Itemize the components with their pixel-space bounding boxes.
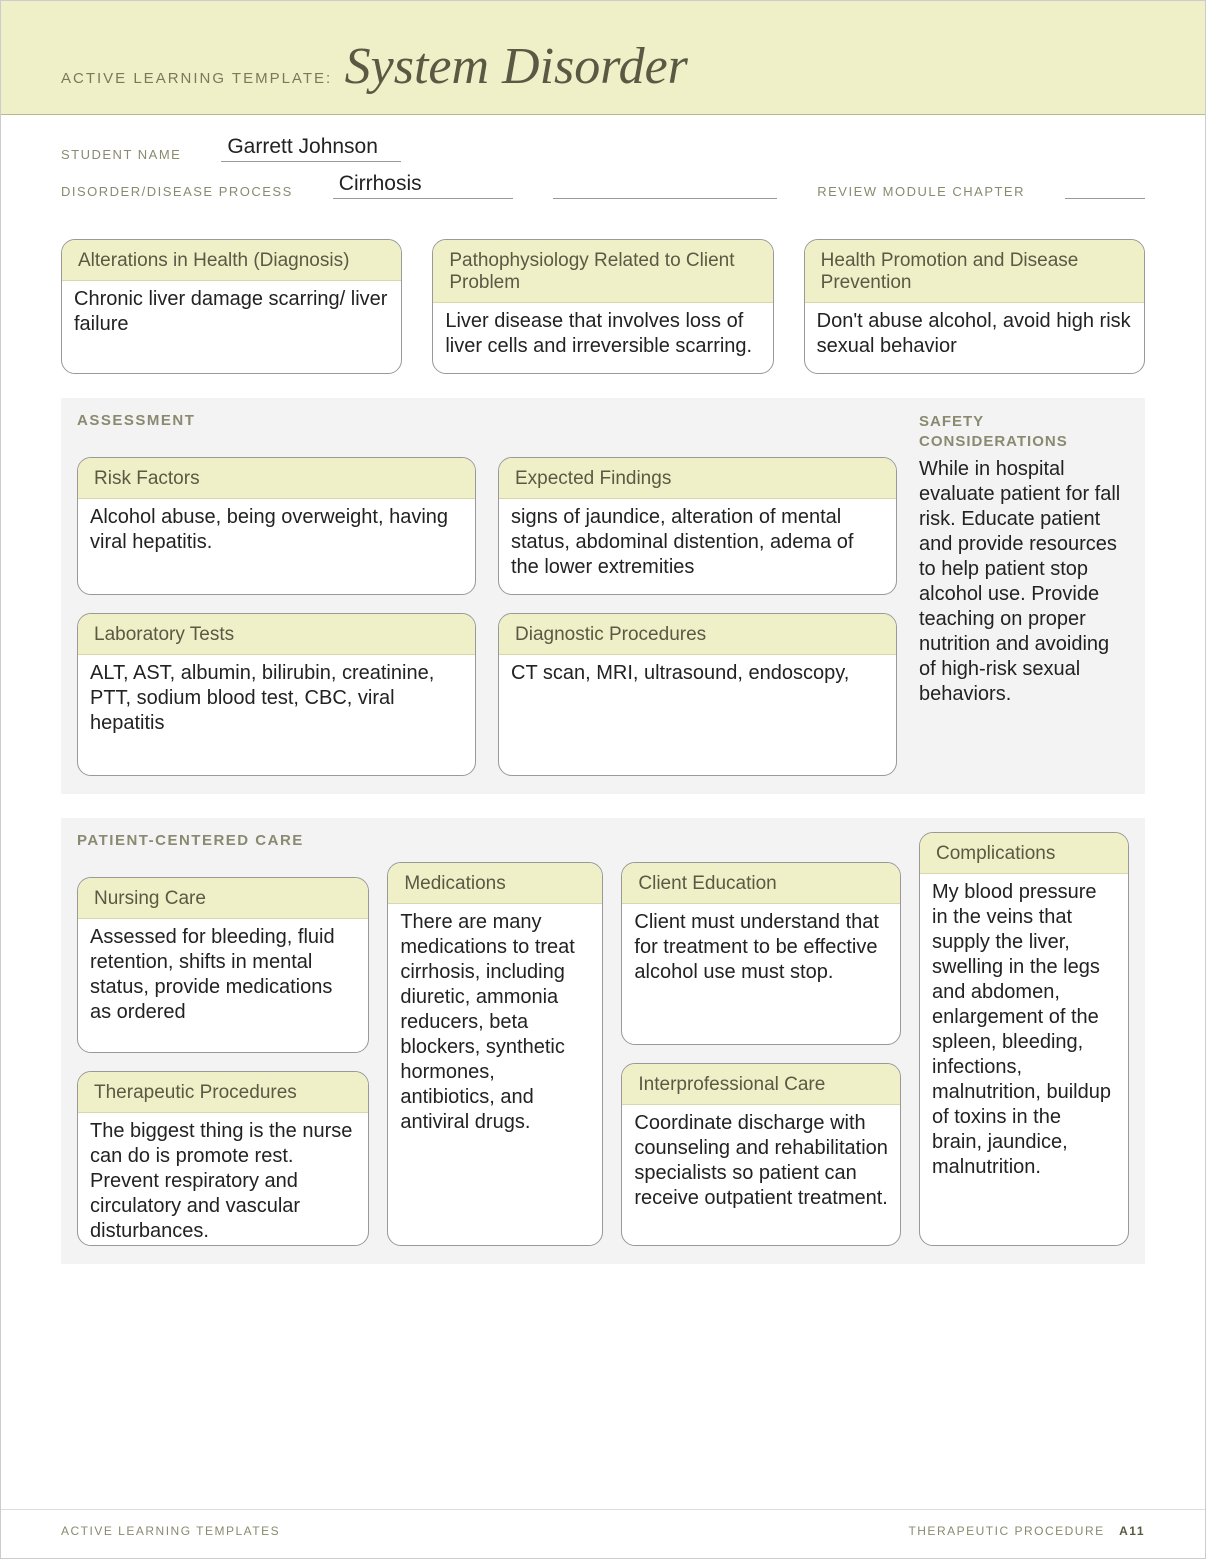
student-label: STUDENT NAME xyxy=(61,147,181,162)
card-medications: Medications There are many medications t… xyxy=(387,862,603,1246)
card-complications: Complications My blood pressure in the v… xyxy=(919,832,1129,1246)
patient-care-section: PATIENT-CENTERED CARE Nursing Care Asses… xyxy=(61,818,1145,1264)
template-label: ACTIVE LEARNING TEMPLATE: xyxy=(61,70,332,87)
card-client-education: Client Education Client must understand … xyxy=(621,862,901,1045)
disorder-blank-line xyxy=(553,177,777,199)
card-laboratory-tests-body: ALT, AST, albumin, bilirubin, creatinine… xyxy=(78,655,475,775)
card-complications-body: My blood pressure in the veins that supp… xyxy=(920,874,1128,1194)
patient-care-col-3: Client Education Client must understand … xyxy=(621,832,901,1246)
student-value: Garrett Johnson xyxy=(221,135,401,162)
assessment-title: ASSESSMENT xyxy=(77,412,897,429)
card-diagnostic-procedures-body: CT scan, MRI, ultrasound, endoscopy, xyxy=(499,655,896,700)
card-client-education-body: Client must understand that for treatmen… xyxy=(622,904,900,999)
assessment-grid: ASSESSMENT Risk Factors Alcohol abuse, b… xyxy=(77,412,1129,776)
card-pathophysiology-title: Pathophysiology Related to Client Proble… xyxy=(433,240,772,303)
assessment-left: ASSESSMENT Risk Factors Alcohol abuse, b… xyxy=(77,412,897,776)
card-complications-title: Complications xyxy=(920,833,1128,874)
card-diagnostic-procedures-title: Diagnostic Procedures xyxy=(499,614,896,655)
safety-title: SAFETY CONSIDERATIONS xyxy=(919,412,1129,451)
card-pathophysiology: Pathophysiology Related to Client Proble… xyxy=(432,239,773,374)
card-interprofessional-care-body: Coordinate discharge with counseling and… xyxy=(622,1105,900,1225)
card-alterations: Alterations in Health (Diagnosis) Chroni… xyxy=(61,239,402,374)
assessment-row-2: Laboratory Tests ALT, AST, albumin, bili… xyxy=(77,613,897,776)
card-therapeutic-procedures: Therapeutic Procedures The biggest thing… xyxy=(77,1071,369,1247)
safety-column: SAFETY CONSIDERATIONS While in hospital … xyxy=(919,412,1129,776)
meta-section: STUDENT NAME Garrett Johnson DISORDER/DI… xyxy=(1,115,1205,219)
patient-care-col-2: Medications There are many medications t… xyxy=(387,832,603,1246)
meta-row-student: STUDENT NAME Garrett Johnson xyxy=(61,135,1145,162)
patient-care-title: PATIENT-CENTERED CARE xyxy=(77,832,369,849)
card-expected-findings-title: Expected Findings xyxy=(499,458,896,499)
card-laboratory-tests-title: Laboratory Tests xyxy=(78,614,475,655)
card-medications-body: There are many medications to treat cirr… xyxy=(388,904,602,1149)
card-expected-findings-body: signs of jaundice, alteration of mental … xyxy=(499,499,896,594)
footer-right: THERAPEUTIC PROCEDURE A11 xyxy=(908,1524,1145,1538)
page: ACTIVE LEARNING TEMPLATE: System Disorde… xyxy=(0,0,1206,1559)
card-laboratory-tests: Laboratory Tests ALT, AST, albumin, bili… xyxy=(77,613,476,776)
patient-care-col-complications: Complications My blood pressure in the v… xyxy=(919,832,1129,1246)
review-blank-line xyxy=(1065,177,1145,199)
card-therapeutic-procedures-title: Therapeutic Procedures xyxy=(78,1072,368,1113)
assessment-section: ASSESSMENT Risk Factors Alcohol abuse, b… xyxy=(61,398,1145,794)
card-alterations-title: Alterations in Health (Diagnosis) xyxy=(62,240,401,281)
card-health-promotion: Health Promotion and Disease Prevention … xyxy=(804,239,1145,374)
card-pathophysiology-body: Liver disease that involves loss of live… xyxy=(433,303,772,373)
card-nursing-care-title: Nursing Care xyxy=(78,878,368,919)
disorder-value: Cirrhosis xyxy=(333,172,513,199)
card-therapeutic-procedures-body: The biggest thing is the nurse can do is… xyxy=(78,1113,368,1247)
card-diagnostic-procedures: Diagnostic Procedures CT scan, MRI, ultr… xyxy=(498,613,897,776)
card-medications-title: Medications xyxy=(388,863,602,904)
top-card-row: Alterations in Health (Diagnosis) Chroni… xyxy=(61,239,1145,374)
template-title: System Disorder xyxy=(345,38,688,95)
card-risk-factors: Risk Factors Alcohol abuse, being overwe… xyxy=(77,457,476,595)
card-alterations-body: Chronic liver damage scarring/ liver fai… xyxy=(62,281,401,351)
card-interprofessional-care: Interprofessional Care Coordinate discha… xyxy=(621,1063,901,1246)
card-expected-findings: Expected Findings signs of jaundice, alt… xyxy=(498,457,897,595)
review-label: REVIEW MODULE CHAPTER xyxy=(817,184,1025,199)
card-health-promotion-body: Don't abuse alcohol, avoid high risk sex… xyxy=(805,303,1144,373)
patient-care-grid: PATIENT-CENTERED CARE Nursing Care Asses… xyxy=(77,832,1129,1246)
footer-left: ACTIVE LEARNING TEMPLATES xyxy=(61,1524,280,1538)
card-health-promotion-title: Health Promotion and Disease Prevention xyxy=(805,240,1144,303)
header-band: ACTIVE LEARNING TEMPLATE: System Disorde… xyxy=(1,1,1205,115)
assessment-row-1: Risk Factors Alcohol abuse, being overwe… xyxy=(77,457,897,595)
card-client-education-title: Client Education xyxy=(622,863,900,904)
footer-page-number: A11 xyxy=(1119,1524,1145,1538)
safety-body: While in hospital evaluate patient for f… xyxy=(919,457,1129,707)
content: Alterations in Health (Diagnosis) Chroni… xyxy=(1,219,1205,1509)
footer-right-label: THERAPEUTIC PROCEDURE xyxy=(908,1524,1104,1538)
card-risk-factors-title: Risk Factors xyxy=(78,458,475,499)
card-nursing-care-body: Assessed for bleeding, fluid retention, … xyxy=(78,919,368,1039)
footer: ACTIVE LEARNING TEMPLATES THERAPEUTIC PR… xyxy=(1,1509,1205,1558)
disorder-label: DISORDER/DISEASE PROCESS xyxy=(61,184,293,199)
patient-care-col-1: PATIENT-CENTERED CARE Nursing Care Asses… xyxy=(77,832,369,1246)
card-interprofessional-care-title: Interprofessional Care xyxy=(622,1064,900,1105)
card-nursing-care: Nursing Care Assessed for bleeding, flui… xyxy=(77,877,369,1053)
meta-row-disorder: DISORDER/DISEASE PROCESS Cirrhosis REVIE… xyxy=(61,172,1145,199)
card-risk-factors-body: Alcohol abuse, being overweight, having … xyxy=(78,499,475,569)
